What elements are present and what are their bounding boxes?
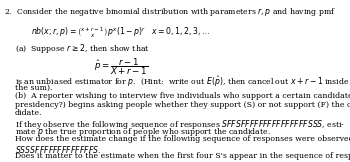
Text: 2.  Consider the negative binomial distribution with parameters $r, p$ and havin: 2. Consider the negative binomial distri… (4, 6, 336, 18)
Text: (b)  A reporter wishing to interview five individuals who support a certain cand: (b) A reporter wishing to interview five… (15, 92, 350, 100)
Text: $SSSSFFFFFFFFFFFFFS$.: $SSSSFFFFFFFFFFFFFS$. (15, 144, 101, 155)
Text: $\hat{p} = \dfrac{r-1}{X+r-1}$: $\hat{p} = \dfrac{r-1}{X+r-1}$ (94, 56, 148, 77)
Text: If they observe the following sequence of responses $SFFSFFFFFFFFFFFFFFFSSS$, es: If they observe the following sequence o… (15, 118, 345, 131)
Text: presidency?) begins asking people whether they support (S) or not support (F) th: presidency?) begins asking people whethe… (15, 101, 350, 109)
Text: $nb(x; r, p) = \binom{x+r-1}{x} p^x (1-p)^r \quad x = 0, 1, 2, 3, \ldots$: $nb(x; r, p) = \binom{x+r-1}{x} p^x (1-p… (32, 25, 210, 40)
Text: is an unbiased estimator for $p$.  (Hint:  write out $E(\hat{p})$, then cancel o: is an unbiased estimator for $p$. (Hint:… (15, 74, 349, 89)
Text: mate $p$ the true proportion of people who support the candidate.: mate $p$ the true proportion of people w… (15, 127, 270, 139)
Text: How does the estimate change if the following sequence of responses were observe: How does the estimate change if the foll… (15, 135, 350, 143)
Text: Does it matter to the estimate when the first four S's appear in the sequence of: Does it matter to the estimate when the … (15, 152, 350, 160)
Text: didate.: didate. (15, 110, 42, 117)
Text: (a)  Suppose $r \geq 2$, then show that: (a) Suppose $r \geq 2$, then show that (15, 42, 149, 55)
Text: the sum).: the sum). (15, 84, 52, 92)
